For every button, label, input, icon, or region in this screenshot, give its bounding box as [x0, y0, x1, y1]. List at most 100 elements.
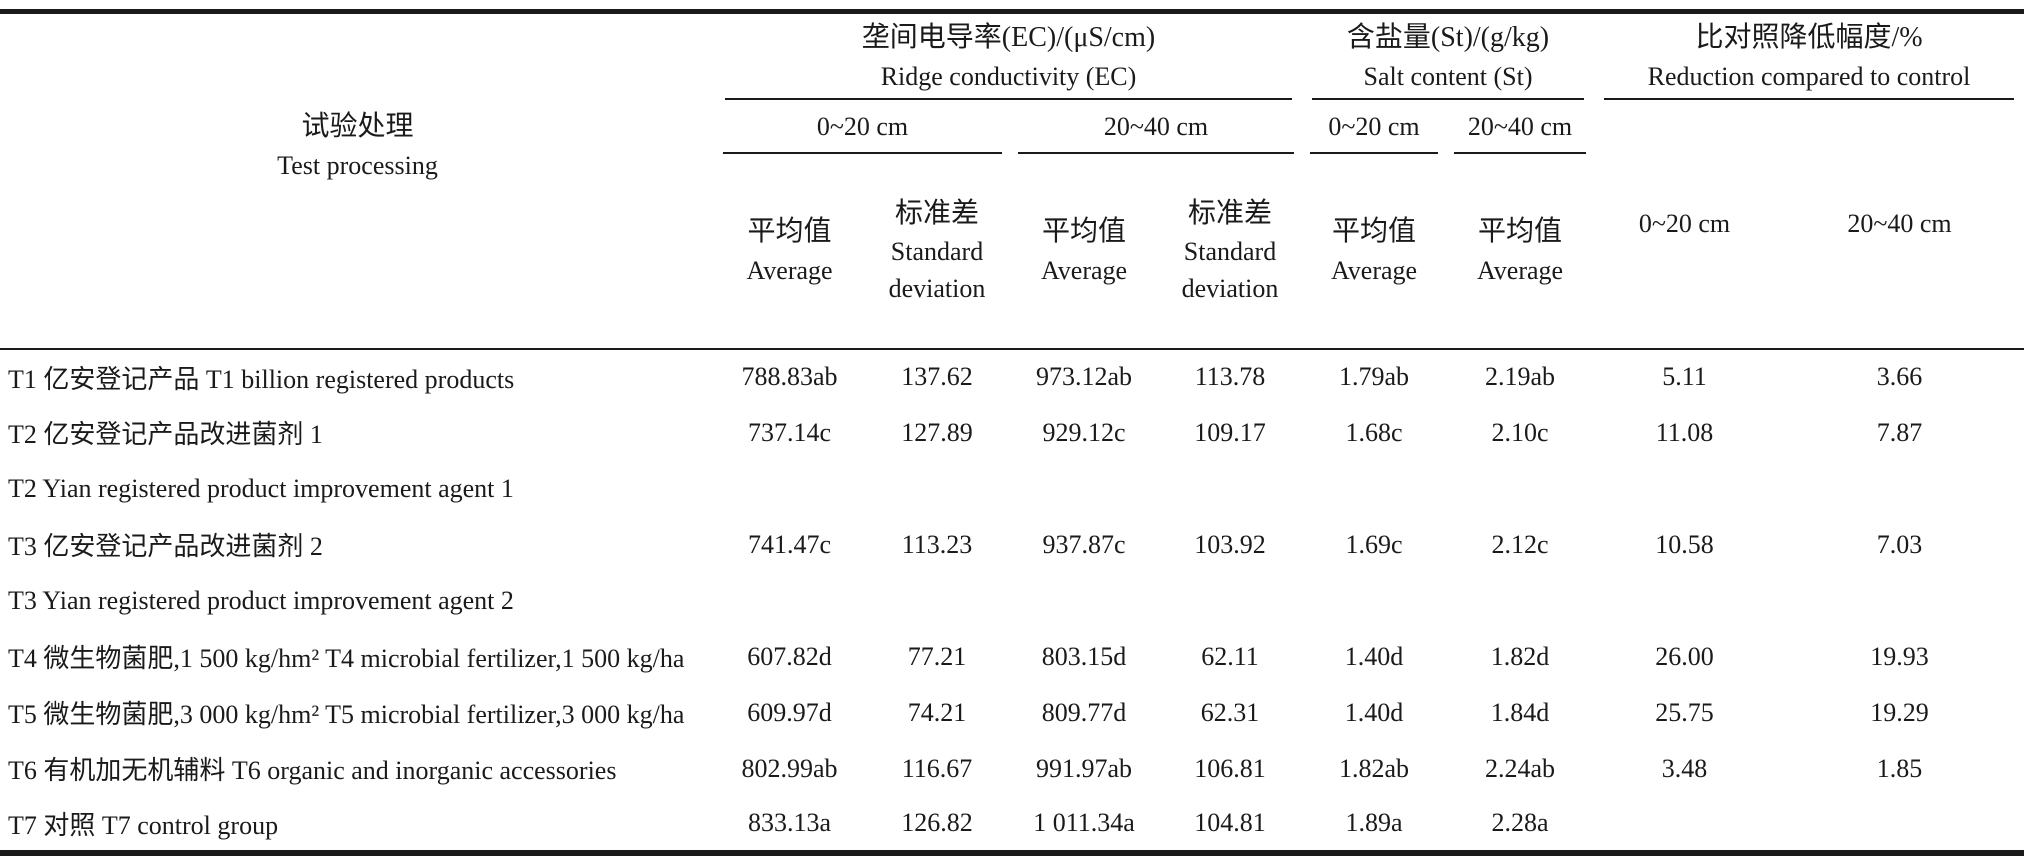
cell-value: 809.77d [1041, 697, 1127, 727]
cell-value [1446, 573, 1594, 629]
leaf-average-zh: 平均值 [747, 216, 832, 247]
cell-value: 1.84d [1490, 697, 1550, 727]
table-row: T6 有机加无机辅料 T6 organic and inorganic acce… [0, 741, 2024, 797]
cell-value: 104.81 [1194, 808, 1266, 837]
cell-value: 77.21 [907, 641, 967, 671]
cell-value: 802.99ab [741, 753, 838, 783]
cell-value: 833.13a [747, 808, 832, 837]
cell-value: 2.10c [1491, 417, 1549, 447]
cell-value: 1.69c [1345, 529, 1403, 559]
header-group-ec: 垄间电导率(EC)/(μS/cm) Ridge conductivity (EC… [715, 12, 1302, 100]
cell-value: 2.28a [1491, 808, 1549, 837]
cell-value: 609.97d [747, 697, 832, 727]
leaf-std-en-line1: Standard [890, 237, 984, 267]
leaf-average-en: Average [1476, 255, 1564, 285]
cell-value: 1 011.34a [1033, 808, 1135, 837]
cell-value: 19.29 [1870, 697, 1929, 727]
leaf-std-zh: 标准差 [894, 197, 979, 229]
cell-value [864, 573, 1010, 629]
group-header-row: 试验处理 Test processing 垄间电导率(EC)/(μS/cm) R… [0, 11, 2024, 350]
cell-value: 1.40d [1344, 697, 1404, 727]
cell-value [1594, 797, 1775, 853]
cell-value: 1.82d [1490, 641, 1550, 671]
cell-value [1302, 573, 1446, 629]
header-salt-20-40-average: 平均值 Average [1446, 153, 1594, 350]
header-group-salt: 含盐量(St)/(g/kg) Salt content (St) [1302, 12, 1594, 100]
row-label: T2 亿安登记产品改进菌剂 1 [8, 420, 323, 449]
cell-value [1158, 461, 1302, 517]
cell-value: 737.14c [747, 417, 832, 447]
cell-value: 973.12ab [1035, 362, 1133, 391]
table-row: T2 Yian registered product improvement a… [0, 461, 2024, 517]
leaf-average-zh: 平均值 [1477, 216, 1562, 247]
cell-value: 7.03 [1876, 529, 1923, 559]
cell-value [715, 573, 864, 629]
cell-value: 11.08 [1655, 417, 1714, 447]
header-group-salt-zh: 含盐量(St)/(g/kg) [1346, 22, 1550, 54]
cell-value: 74.21 [907, 697, 967, 727]
row-label: T3 Yian registered product improvement a… [8, 585, 514, 615]
cell-value: 2.12c [1491, 529, 1549, 559]
row-label: T4 微生物菌肥,1 500 kg/hm² T4 microbial ferti… [8, 644, 685, 673]
cell-value: 1.79ab [1338, 362, 1410, 391]
cell-value [1010, 573, 1158, 629]
cell-value: 991.97ab [1035, 753, 1133, 783]
cell-value: 62.11 [1201, 641, 1259, 671]
cell-value [864, 461, 1010, 517]
cell-value [1775, 573, 2024, 629]
cell-value: 2.24ab [1484, 753, 1556, 783]
cell-value: 1.68c [1345, 417, 1403, 447]
cell-value: 25.75 [1655, 697, 1714, 727]
cell-value: 10.58 [1655, 529, 1714, 559]
table-row: T5 微生物菌肥,3 000 kg/hm² T5 microbial ferti… [0, 685, 2024, 741]
header-test-processing-zh: 试验处理 [301, 111, 414, 143]
table-row: T3 Yian registered product improvement a… [0, 573, 2024, 629]
cell-value: 5.11 [1662, 362, 1707, 391]
cell-value [1302, 461, 1446, 517]
header-ec-20-40-average: 平均值 Average [1010, 153, 1158, 350]
cell-value: 1.82ab [1338, 753, 1410, 783]
header-group-ec-zh: 垄间电导率(EC)/(μS/cm) [861, 22, 1156, 54]
header-salt-depth-0-20: 0~20 cm [1302, 100, 1446, 154]
header-reduction-depth-0-20: 0~20 cm [1594, 99, 1775, 350]
results-table: 试验处理 Test processing 垄间电导率(EC)/(μS/cm) R… [0, 9, 2024, 856]
table-row: T7 对照 T7 control group 833.13a 126.82 1 … [0, 797, 2024, 853]
leaf-std-en-line1: Standard [1183, 237, 1277, 267]
cell-value: 126.82 [901, 808, 973, 837]
row-label: T5 微生物菌肥,3 000 kg/hm² T5 microbial ferti… [8, 700, 685, 729]
row-label: T7 对照 T7 control group [8, 810, 279, 840]
header-ec-20-40-std: 标准差 Standard deviation [1158, 153, 1302, 350]
cell-value [1775, 797, 2024, 853]
leaf-std-en-line2: deviation [1181, 273, 1279, 303]
header-test-processing: 试验处理 Test processing [0, 11, 715, 350]
cell-value: 929.12c [1042, 417, 1126, 447]
cell-value [1594, 573, 1775, 629]
header-test-processing-en: Test processing [277, 150, 438, 180]
table-row: T3 亿安登记产品改进菌剂 2 741.47c 113.23 937.87c 1… [0, 517, 2024, 573]
leaf-header-row: 平均值 Average 标准差 Standard deviation 平均值 A… [0, 153, 2024, 350]
cell-value: 1.85 [1876, 753, 1923, 783]
table-row: T4 微生物菌肥,1 500 kg/hm² T4 microbial ferti… [0, 629, 2024, 685]
header-group-ec-en: Ridge conductivity (EC) [880, 61, 1137, 91]
leaf-average-en: Average [1040, 255, 1128, 285]
depth-header-row: 0~20 cm 20~40 cm 0~20 cm 20~40 cm 0~20 c… [0, 99, 2024, 350]
row-label: T1 亿安登记产品 T1 billion registered products [8, 364, 515, 394]
cell-value: 3.66 [1876, 362, 1923, 391]
cell-value: 788.83ab [741, 362, 838, 391]
header-ec-0-20-average: 平均值 Average [715, 153, 864, 350]
header-ec-depth-20-40: 20~40 cm [1010, 100, 1302, 154]
cell-value: 937.87c [1042, 529, 1126, 559]
cell-value: 113.23 [901, 529, 973, 559]
row-label: T6 有机加无机辅料 T6 organic and inorganic acce… [8, 756, 617, 785]
header-ec-0-20-std: 标准差 Standard deviation [864, 153, 1010, 350]
row-label: T2 Yian registered product improvement a… [8, 473, 514, 503]
cell-value: 103.92 [1194, 529, 1266, 559]
cell-value: 116.67 [901, 753, 973, 783]
cell-value: 109.17 [1194, 417, 1266, 447]
table-row: T2 亿安登记产品改进菌剂 1 737.14c 127.89 929.12c 1… [0, 405, 2024, 461]
header-group-reduction-en: Reduction compared to control [1647, 61, 1971, 91]
cell-value: 62.31 [1200, 697, 1260, 727]
cell-value: 1.40d [1344, 641, 1404, 671]
cell-value: 106.81 [1194, 753, 1266, 783]
